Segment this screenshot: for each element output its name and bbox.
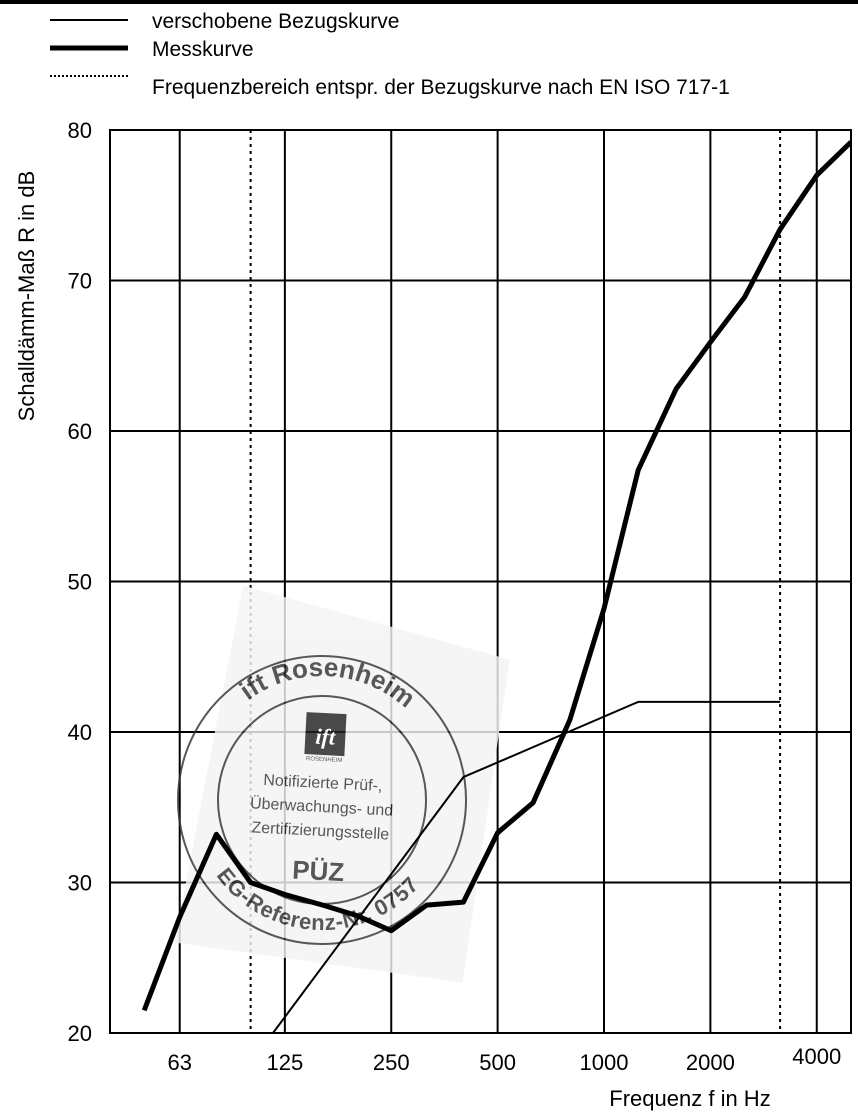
series (141, 140, 851, 1033)
y-tick-80: 80 (68, 118, 92, 143)
grid (110, 130, 851, 1033)
legend-label-messkurve: Messkurve (152, 38, 254, 61)
ift-logo-text: ift (315, 724, 337, 750)
ift-logo-icon (304, 712, 347, 757)
x-tick-250: 250 (373, 1050, 410, 1075)
top-border (0, 0, 858, 4)
x-tick-2000: 2000 (686, 1050, 735, 1075)
ift-logo-subtext: ROSENHEIM (306, 756, 343, 764)
y-tick-50: 50 (68, 570, 92, 595)
x-tick-63: 63 (167, 1050, 191, 1075)
legend-label-frequenzbereich: Frequenzbereich entspr. der Bezugskurve … (152, 76, 730, 99)
legend-label-bezugskurve: verschobene Bezugskurve (152, 10, 399, 33)
x-tick-500: 500 (479, 1050, 516, 1075)
y-tick-20: 20 (68, 1021, 92, 1046)
x-tick-4000: 4000 (792, 1044, 841, 1069)
x-tick-125: 125 (267, 1050, 304, 1075)
legend: verschobene Bezugskurve Messkurve Freque… (50, 10, 730, 99)
y-tick-60: 60 (68, 419, 92, 444)
y-tick-70: 70 (68, 269, 92, 294)
series-bezugskurve (271, 700, 781, 1033)
stamp-center-line-0: Notifizierte Prüf-, (263, 772, 383, 795)
y-tick-40: 40 (68, 720, 92, 745)
series-messkurve (141, 140, 851, 1012)
y-tick-30: 30 (68, 871, 92, 896)
stamp-badge: PÜZ (292, 855, 346, 888)
x-axis-title: Frequenz f in Hz (609, 1086, 770, 1111)
x-tick-labels: 63 125 250 500 1000 2000 4000 (167, 1044, 841, 1075)
stamp-outer-ring (177, 655, 467, 945)
y-axis-title: Schalldämm-Maß R in dB (14, 171, 39, 422)
y-tick-labels: 20 30 40 50 60 70 80 (68, 118, 92, 1046)
x-tick-1000: 1000 (580, 1050, 629, 1075)
plot-frame (109, 129, 852, 1034)
